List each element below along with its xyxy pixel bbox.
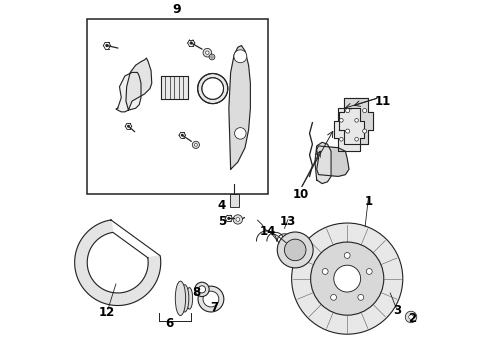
- Ellipse shape: [181, 285, 189, 312]
- Text: 14: 14: [260, 225, 276, 238]
- Circle shape: [277, 232, 313, 268]
- Text: 7: 7: [211, 301, 219, 314]
- Circle shape: [363, 129, 367, 133]
- Circle shape: [363, 108, 367, 113]
- Ellipse shape: [175, 281, 186, 316]
- Text: 13: 13: [280, 215, 296, 228]
- Circle shape: [334, 265, 361, 292]
- Circle shape: [206, 51, 209, 54]
- Circle shape: [344, 252, 350, 258]
- Text: 2: 2: [408, 311, 416, 325]
- Polygon shape: [116, 72, 141, 112]
- Circle shape: [227, 217, 230, 220]
- Circle shape: [195, 282, 209, 297]
- Circle shape: [367, 269, 372, 274]
- Polygon shape: [229, 45, 250, 169]
- Circle shape: [405, 311, 417, 323]
- Circle shape: [355, 118, 359, 122]
- Text: 6: 6: [166, 317, 174, 330]
- Circle shape: [322, 269, 328, 274]
- Bar: [230, 194, 239, 207]
- Circle shape: [358, 294, 364, 300]
- Circle shape: [192, 141, 199, 148]
- Text: 10: 10: [293, 188, 309, 201]
- Circle shape: [235, 128, 246, 139]
- Text: 4: 4: [218, 199, 226, 212]
- Circle shape: [209, 54, 215, 60]
- Ellipse shape: [186, 288, 193, 309]
- Circle shape: [202, 78, 223, 99]
- Polygon shape: [317, 146, 349, 176]
- Circle shape: [236, 217, 240, 221]
- Circle shape: [211, 56, 213, 58]
- Circle shape: [340, 118, 343, 122]
- Polygon shape: [126, 58, 152, 110]
- Circle shape: [345, 129, 350, 133]
- Circle shape: [195, 143, 197, 146]
- Text: 1: 1: [365, 195, 373, 208]
- Text: 11: 11: [375, 95, 391, 108]
- Circle shape: [234, 50, 247, 63]
- Circle shape: [355, 138, 359, 141]
- Circle shape: [203, 291, 219, 307]
- Circle shape: [203, 48, 212, 57]
- Circle shape: [127, 125, 130, 128]
- Circle shape: [340, 138, 343, 141]
- Text: 3: 3: [393, 305, 401, 318]
- Circle shape: [190, 41, 193, 45]
- Bar: [87, 19, 269, 194]
- Circle shape: [198, 286, 224, 312]
- Circle shape: [198, 286, 205, 293]
- Circle shape: [285, 239, 306, 261]
- Circle shape: [233, 215, 243, 224]
- Text: 9: 9: [172, 3, 181, 16]
- Circle shape: [345, 108, 350, 113]
- Circle shape: [409, 315, 414, 319]
- Polygon shape: [315, 142, 331, 184]
- Polygon shape: [74, 220, 161, 306]
- Circle shape: [105, 44, 109, 47]
- Text: 8: 8: [193, 287, 201, 300]
- Circle shape: [311, 242, 384, 315]
- Circle shape: [197, 73, 228, 104]
- Polygon shape: [339, 98, 373, 144]
- Circle shape: [292, 223, 403, 334]
- Polygon shape: [334, 108, 364, 151]
- Circle shape: [331, 294, 337, 300]
- Circle shape: [181, 134, 184, 137]
- Text: 5: 5: [218, 215, 226, 228]
- Polygon shape: [161, 76, 188, 99]
- Text: 12: 12: [99, 306, 115, 319]
